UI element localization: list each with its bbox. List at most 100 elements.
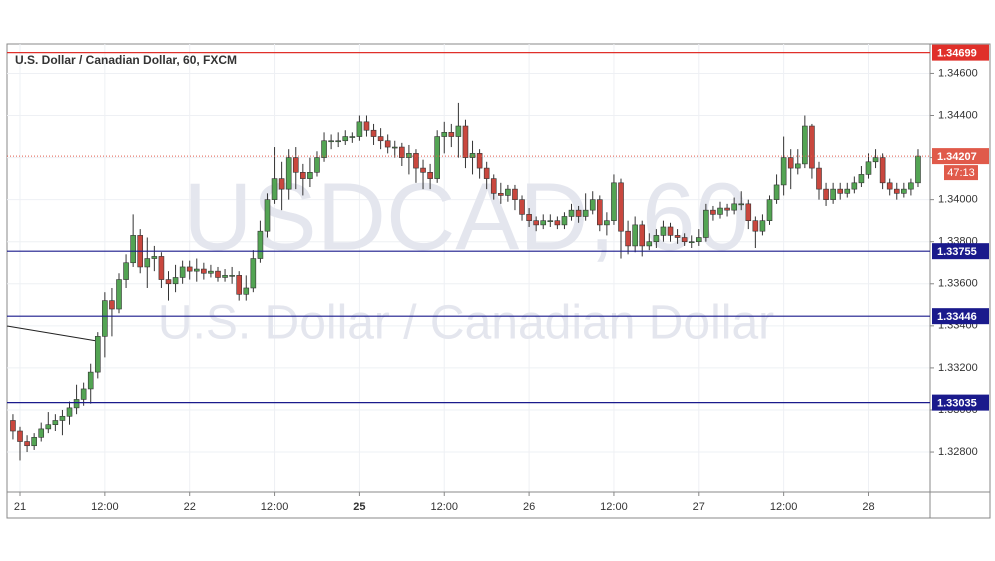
last-price-box: [932, 148, 989, 165]
level-label: 1.33446: [937, 311, 977, 323]
candle-body: [229, 275, 235, 277]
candle-body: [384, 140, 391, 148]
watermark: USDCAD, 60: [183, 163, 749, 270]
candle-body: [766, 199, 773, 221]
y-tick-label: 1.34400: [938, 109, 978, 121]
candle-body: [469, 153, 476, 158]
x-tick-label: 26: [523, 501, 535, 513]
candle-body: [724, 207, 730, 211]
candle-body: [264, 199, 271, 232]
candle-body: [625, 230, 631, 247]
candle-body: [879, 157, 886, 184]
candle-body: [731, 203, 737, 211]
candle-body: [66, 407, 73, 417]
candle-body: [102, 300, 108, 337]
candle-body: [236, 275, 242, 295]
candle-body: [837, 188, 844, 194]
candle-body: [186, 266, 193, 272]
watermark-subtitle: U.S. Dollar / Canadian Dollar: [158, 297, 774, 350]
candle-body: [38, 428, 45, 438]
candle-body: [738, 203, 745, 206]
x-tick-label: 12:00: [600, 501, 628, 513]
candle-body: [568, 209, 575, 217]
candle-body: [300, 172, 306, 179]
level-label-box: [932, 243, 989, 260]
level-label-box: [932, 308, 989, 325]
candle-body: [773, 184, 780, 200]
candle-body: [31, 437, 37, 447]
candle-body: [674, 235, 681, 238]
candle-body: [787, 157, 794, 169]
candle-body: [908, 182, 914, 190]
candle-body: [455, 125, 462, 137]
candle-body: [533, 220, 539, 226]
candle-body: [710, 209, 716, 215]
candle-body: [427, 172, 433, 179]
candle-body: [901, 188, 907, 194]
candle-body: [123, 262, 129, 280]
candle-body: [632, 224, 638, 247]
x-tick-label: 28: [862, 501, 874, 513]
candle-body: [342, 136, 349, 142]
candle-body: [413, 153, 419, 169]
candle-body: [116, 279, 122, 310]
candle-body: [278, 178, 285, 190]
x-tick-label: 25: [353, 501, 365, 513]
candle-body: [476, 153, 483, 169]
candle-body: [151, 256, 158, 259]
candle-body: [87, 371, 94, 390]
candle-body: [526, 214, 532, 221]
candle-body: [59, 415, 66, 421]
y-tick-label: 1.34600: [938, 67, 978, 79]
x-tick-label: 22: [184, 501, 196, 513]
candle-body: [285, 157, 292, 190]
candle-body: [823, 188, 829, 200]
candle-body: [250, 258, 257, 289]
countdown: 47:13: [947, 167, 975, 179]
candle-body: [215, 270, 221, 278]
candle-body: [703, 209, 709, 238]
candle-body: [179, 266, 186, 278]
candle-body: [335, 140, 341, 143]
candle-body: [872, 157, 879, 163]
trend-line: [6, 325, 98, 342]
candle-body: [165, 279, 172, 285]
candle-body: [73, 399, 80, 409]
candle-body: [243, 287, 250, 295]
candle-body: [667, 226, 674, 236]
candle-body: [292, 157, 299, 173]
candle-body: [618, 182, 624, 232]
candle-body: [844, 188, 851, 194]
candle-body: [512, 188, 518, 200]
candle-body: [802, 125, 808, 165]
candle-body: [10, 420, 16, 432]
candle-body: [688, 241, 695, 244]
y-tick-label: 1.32800: [938, 446, 978, 458]
candle-body: [681, 237, 688, 243]
candle-body: [130, 235, 136, 264]
y-tick-label: 1.34000: [938, 194, 978, 206]
candle-body: [540, 220, 547, 226]
candle-body: [646, 241, 653, 247]
candle-body: [406, 153, 412, 158]
candle-body: [144, 258, 151, 268]
candle-body: [377, 136, 384, 142]
candle-body: [363, 121, 370, 131]
candle-body: [745, 203, 752, 221]
candle-body: [611, 182, 617, 221]
candle-body: [448, 132, 455, 137]
x-tick-label: 12:00: [770, 501, 798, 513]
candle-body: [370, 129, 377, 137]
candle-body: [434, 136, 440, 179]
candle-body: [80, 388, 87, 400]
candle-body: [809, 125, 815, 169]
candle-body: [582, 209, 589, 217]
candle-body: [597, 199, 603, 226]
candle-body: [462, 125, 469, 158]
candle-body: [257, 230, 264, 259]
chart-title: U.S. Dollar / Canadian Dollar, 60, FXCM: [15, 53, 237, 67]
candle-body: [505, 188, 511, 196]
candle-body: [893, 188, 900, 194]
candle-body: [314, 157, 320, 173]
candle-body: [653, 235, 660, 243]
